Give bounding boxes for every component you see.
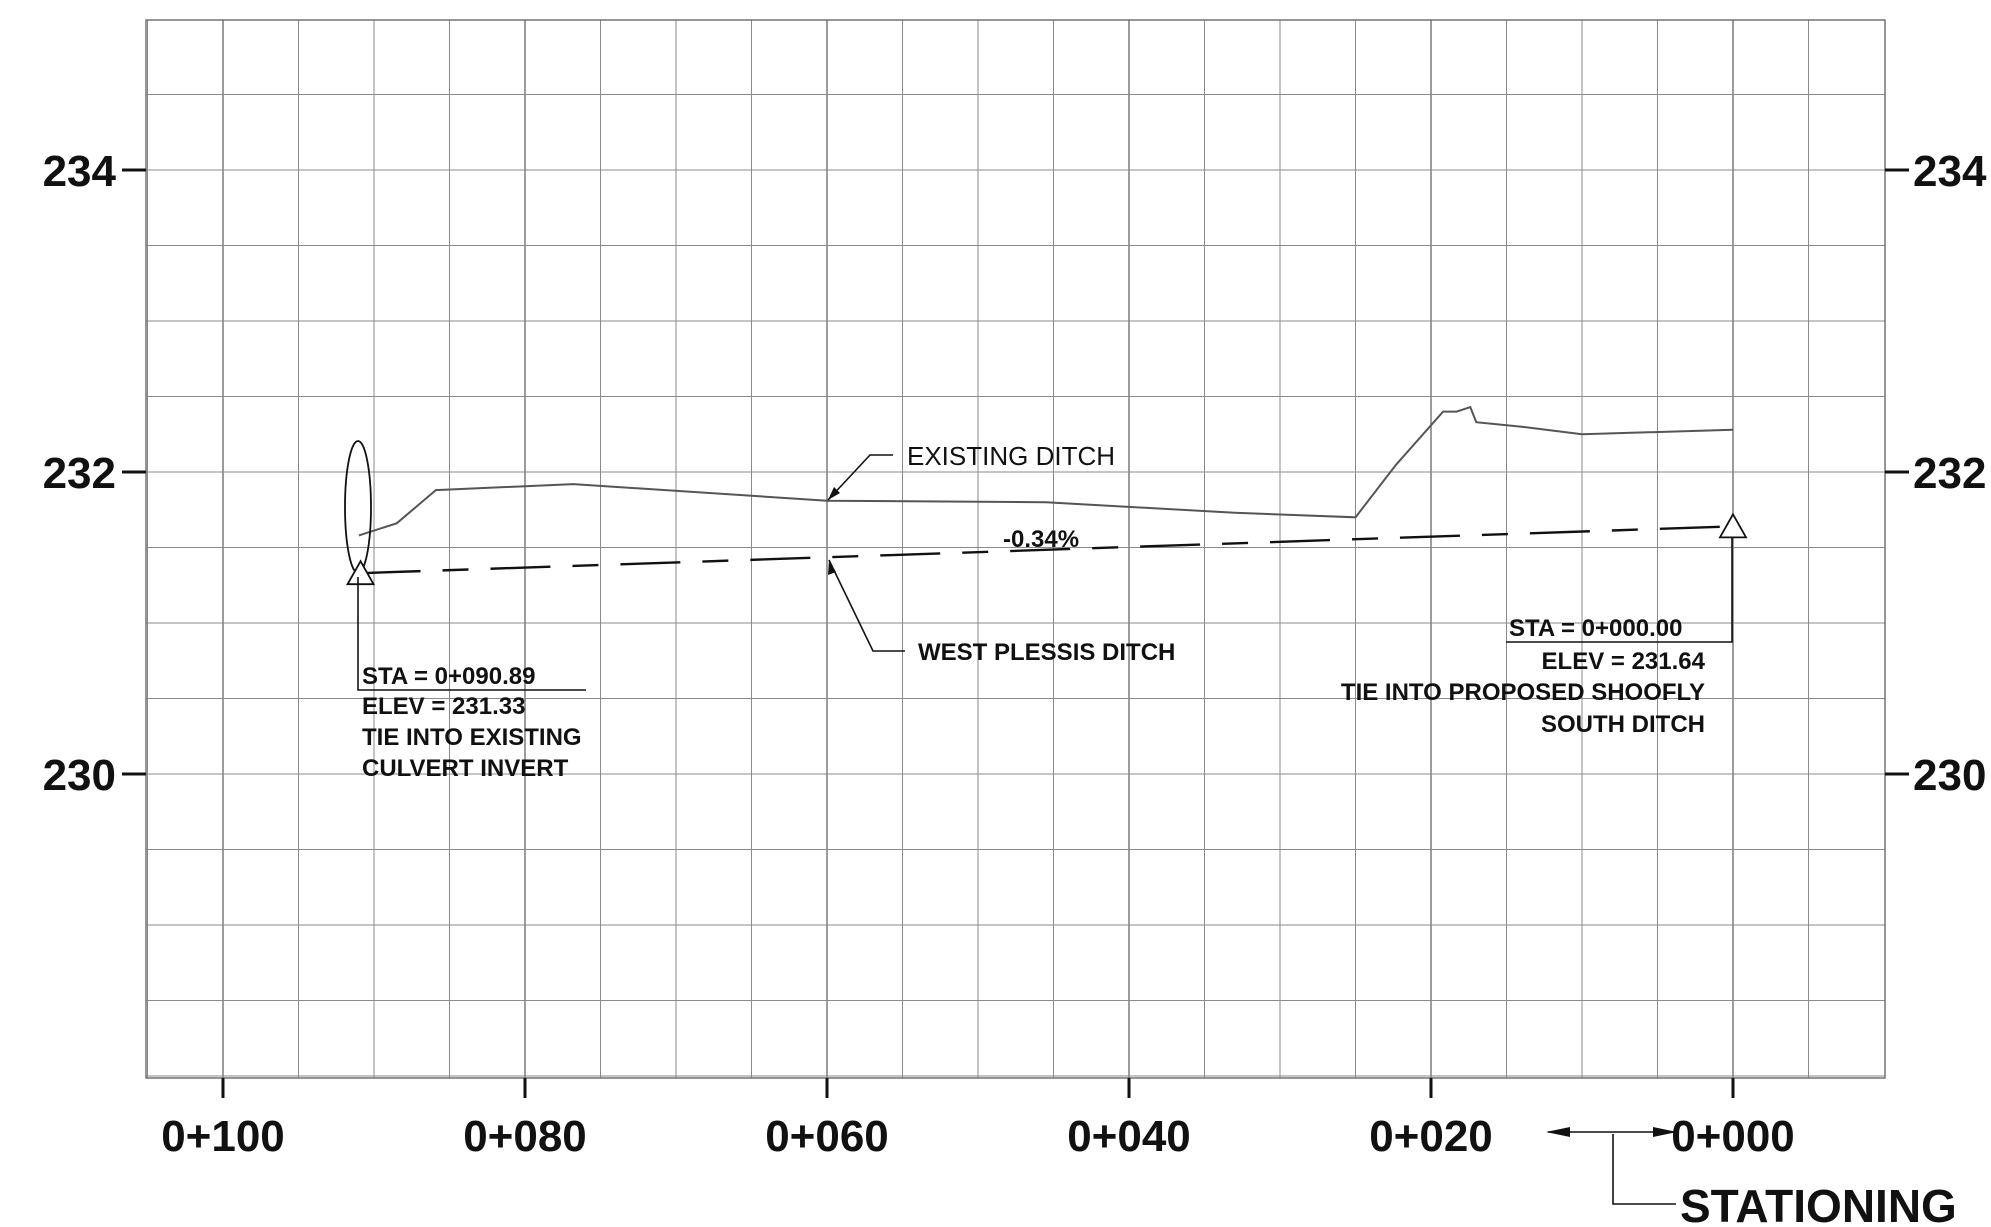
x-tick-label: 0+040 (1067, 1112, 1191, 1161)
existing-ditch-leader (827, 454, 893, 501)
existing-ditch-label: EXISTING DITCH (907, 441, 1115, 471)
left-tie-marker (346, 559, 376, 586)
existing-ditch-arrowhead (828, 487, 840, 500)
west-plessis-leader (828, 559, 905, 652)
west-plessis-ditch-label: WEST PLESSIS DITCH (918, 639, 1175, 666)
left-tie-sta: STA = 0+090.89 (362, 663, 535, 690)
right-tie-sta: STA = 0+000.00 (1509, 615, 1682, 642)
right-tie-leader (1506, 538, 1733, 643)
y-tick-label-right: 234 (1913, 147, 1987, 196)
x-axis: 0+100 0+080 0+060 0+040 0+020 0+000 (161, 1078, 1795, 1161)
x-tick-label: 0+080 (463, 1112, 587, 1161)
x-tick-label: 0+020 (1369, 1112, 1493, 1161)
right-tie-elev: ELEV = 231.64 (1542, 648, 1706, 675)
x-tick-label: 0+000 (1671, 1112, 1795, 1161)
stationing-arrow-right (1653, 1127, 1677, 1137)
right-tie-line1: TIE INTO PROPOSED SHOOFLY (1341, 679, 1705, 706)
y-axis: 234 234 232 232 230 230 (43, 147, 1987, 800)
west-plessis-arrowhead (828, 560, 836, 575)
x-tick-label: 0+060 (765, 1112, 889, 1161)
left-tie-leader (357, 577, 586, 691)
y-tick-label-left: 232 (43, 449, 116, 498)
grade-label: -0.34% (1003, 526, 1079, 553)
y-tick-label-right: 232 (1913, 449, 1986, 498)
right-tie-marker (1718, 512, 1748, 539)
stationing-arrow-left (1546, 1127, 1570, 1137)
left-tie-line2: CULVERT INVERT (362, 755, 569, 782)
left-tie-line1: TIE INTO EXISTING (362, 724, 582, 751)
y-tick-label-left: 230 (43, 751, 116, 800)
existing-ditch-line (358, 405, 1734, 537)
culvert-oval (344, 440, 372, 574)
left-tie-elev: ELEV = 231.33 (362, 693, 525, 720)
plot-frame (145, 19, 1886, 1079)
y-tick-label-right: 230 (1913, 751, 1986, 800)
right-tie-line2: SOUTH DITCH (1541, 711, 1705, 738)
stationing-title: STATIONING (1680, 1180, 1957, 1227)
x-tick-label: 0+100 (161, 1112, 285, 1161)
west-plessis-ditch-line (360, 525, 1734, 575)
stationing-leader (1612, 1134, 1676, 1205)
y-tick-label-left: 234 (43, 147, 117, 196)
